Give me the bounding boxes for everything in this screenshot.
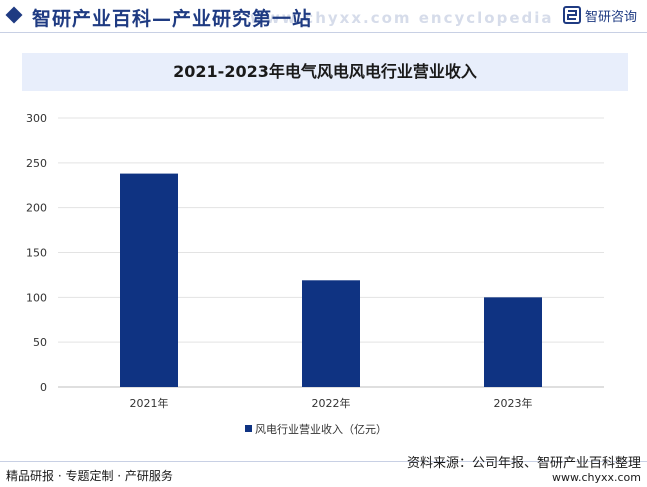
source-note: 资料来源：公司年报、智研产业百科整理 — [406, 456, 641, 471]
y-tick-label: 150 — [26, 247, 47, 260]
header-watermark: www.chyxx.com encyclopedia — [250, 9, 554, 27]
y-tick-label: 100 — [26, 291, 47, 304]
y-tick-label: 50 — [33, 336, 47, 349]
y-tick-label: 0 — [40, 381, 47, 394]
diamond-icon — [5, 6, 23, 24]
page-header: www.chyxx.com encyclopedia 智研产业百科—产业研究第一… — [0, 0, 647, 34]
x-tick-label: 2022年 — [312, 396, 351, 410]
bar — [120, 173, 178, 387]
x-tick-label: 2023年 — [494, 396, 533, 410]
brand-name: 智研咨询 — [584, 9, 637, 25]
x-tick-label: 2021年 — [130, 396, 169, 410]
brand[interactable]: 智研咨询 — [562, 5, 637, 25]
chart-title-box: 2021-2023年电气风电风电行业营业收入 — [22, 53, 628, 91]
y-tick-label: 300 — [26, 112, 47, 125]
header-divider — [0, 32, 647, 33]
footer-divider — [0, 461, 647, 462]
y-tick-label: 200 — [26, 202, 47, 215]
page-title: 智研产业百科—产业研究第一站 — [32, 8, 313, 30]
brand-logo-icon — [562, 6, 581, 24]
chart-title: 2021-2023年电气风电风电行业营业收入 — [173, 62, 477, 81]
legend-label: 风电行业营业收入（亿元） — [255, 422, 387, 436]
footer-services: 精品研报 · 专题定制 · 产研服务 — [6, 469, 173, 483]
legend-swatch — [245, 425, 252, 432]
y-tick-label: 250 — [26, 157, 47, 170]
bar — [484, 297, 542, 387]
bar-chart: 0 50 100 150 200 250 300 2021年 2022年 2023年风电行业营业收… — [26, 112, 604, 436]
bar — [302, 280, 360, 387]
source-url[interactable]: www.chyxx.com — [551, 471, 641, 484]
